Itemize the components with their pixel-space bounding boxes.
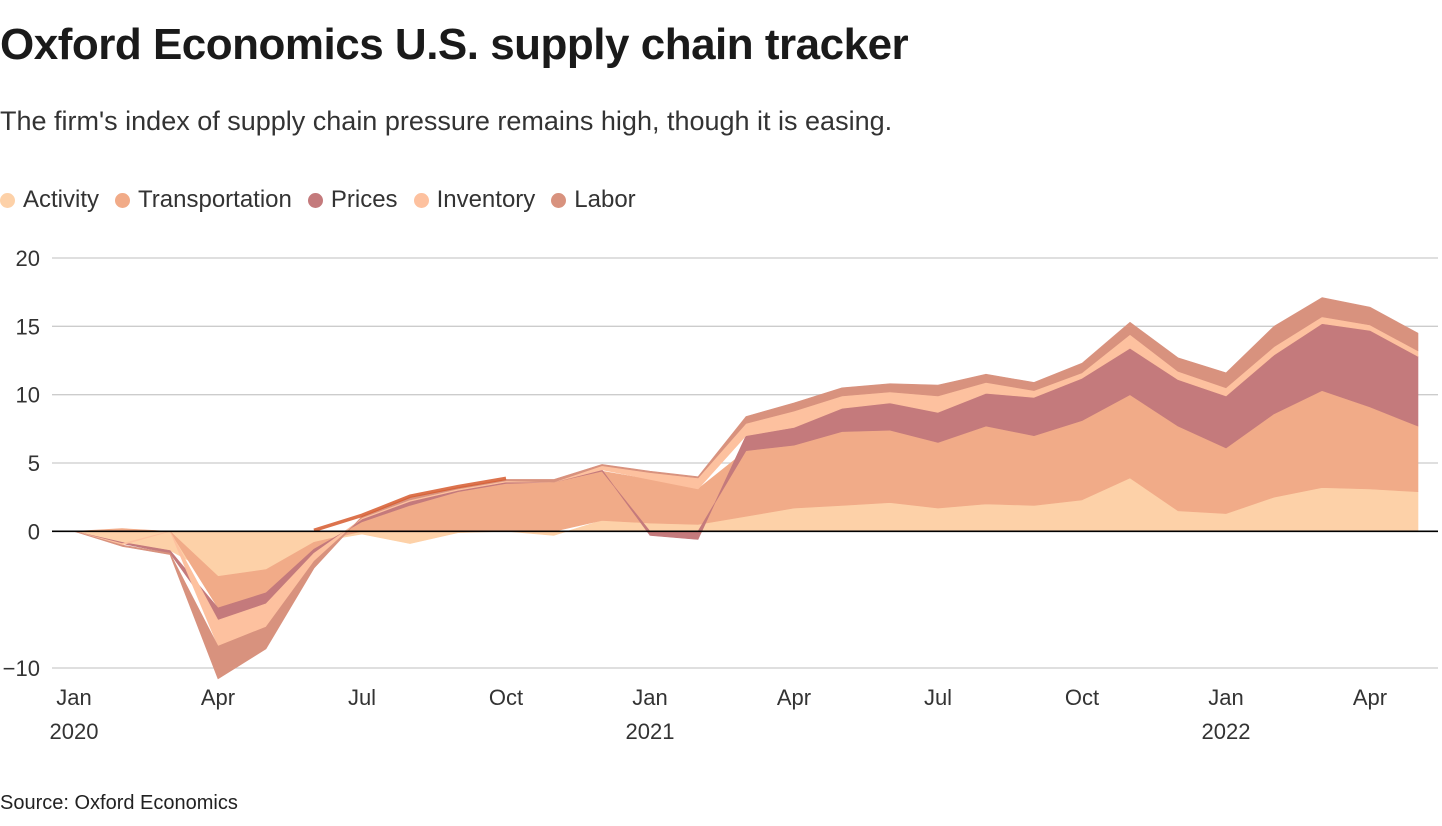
legend-swatch-activity: [0, 192, 15, 208]
legend-swatch-labor: [551, 192, 567, 208]
y-tick-label: 20: [16, 246, 40, 271]
legend-label-prices: Prices: [330, 186, 398, 213]
legend-item-prices: Prices: [307, 186, 398, 214]
source-note: Source: Oxford Economics: [0, 792, 238, 814]
y-tick-label: 10: [16, 383, 40, 408]
x-tick-label: Apr: [777, 685, 811, 710]
x-tick-label: Jul: [348, 685, 376, 710]
area-series: [73, 297, 1419, 680]
x-tick-label: Jan: [56, 685, 91, 710]
x-tick-label: Oct: [489, 685, 523, 710]
x-axis-ticks: Jan 2020 Apr Jul Oct Jan 2021 Apr Jul Oct Jan 2022 A…: [50, 685, 1388, 744]
y-axis-ticks: 20 15 10 5 0 −10: [3, 246, 40, 681]
y-tick-label: 0: [28, 519, 40, 544]
legend-item-transportation: Transportation: [115, 186, 292, 214]
chart-legend: Activity Transportation Prices Inventory…: [0, 186, 652, 214]
x-tick-year-label: 2021: [626, 719, 675, 744]
legend-swatch-transportation: [115, 192, 131, 208]
stacked-area-chart: 20 15 10 5 0 −10 Jan 2020 Apr Jul Oct Jan 2021 Apr Ju…: [3, 246, 1438, 744]
legend-item-inventory: Inventory: [413, 186, 536, 214]
x-tick-label: Apr: [201, 685, 235, 710]
legend-label-labor: Labor: [574, 186, 636, 213]
y-tick-label: 15: [16, 314, 40, 339]
legend-item-activity: Activity: [0, 186, 99, 214]
legend-label-inventory: Inventory: [436, 186, 536, 213]
x-tick-year-label: 2020: [50, 719, 99, 744]
legend-label-activity: Activity: [23, 186, 100, 213]
x-tick-label: Jan: [1208, 685, 1243, 710]
area-labor: [73, 297, 1419, 680]
legend-item-labor: Labor: [551, 186, 636, 214]
y-tick-label: 5: [28, 451, 40, 476]
accent-edge: [313, 476, 507, 532]
chart-title: Oxford Economics U.S. supply chain track…: [0, 20, 909, 69]
x-tick-label: Jan: [632, 685, 667, 710]
x-tick-label: Jul: [924, 685, 952, 710]
legend-swatch-inventory: [413, 192, 429, 208]
y-tick-label: −10: [3, 656, 40, 681]
x-tick-label: Oct: [1065, 685, 1099, 710]
legend-swatch-prices: [307, 192, 323, 208]
x-tick-year-label: 2022: [1202, 719, 1251, 744]
legend-label-transportation: Transportation: [138, 186, 292, 213]
x-tick-label: Apr: [1353, 685, 1387, 710]
chart-subtitle: The firm's index of supply chain pressur…: [0, 106, 893, 136]
